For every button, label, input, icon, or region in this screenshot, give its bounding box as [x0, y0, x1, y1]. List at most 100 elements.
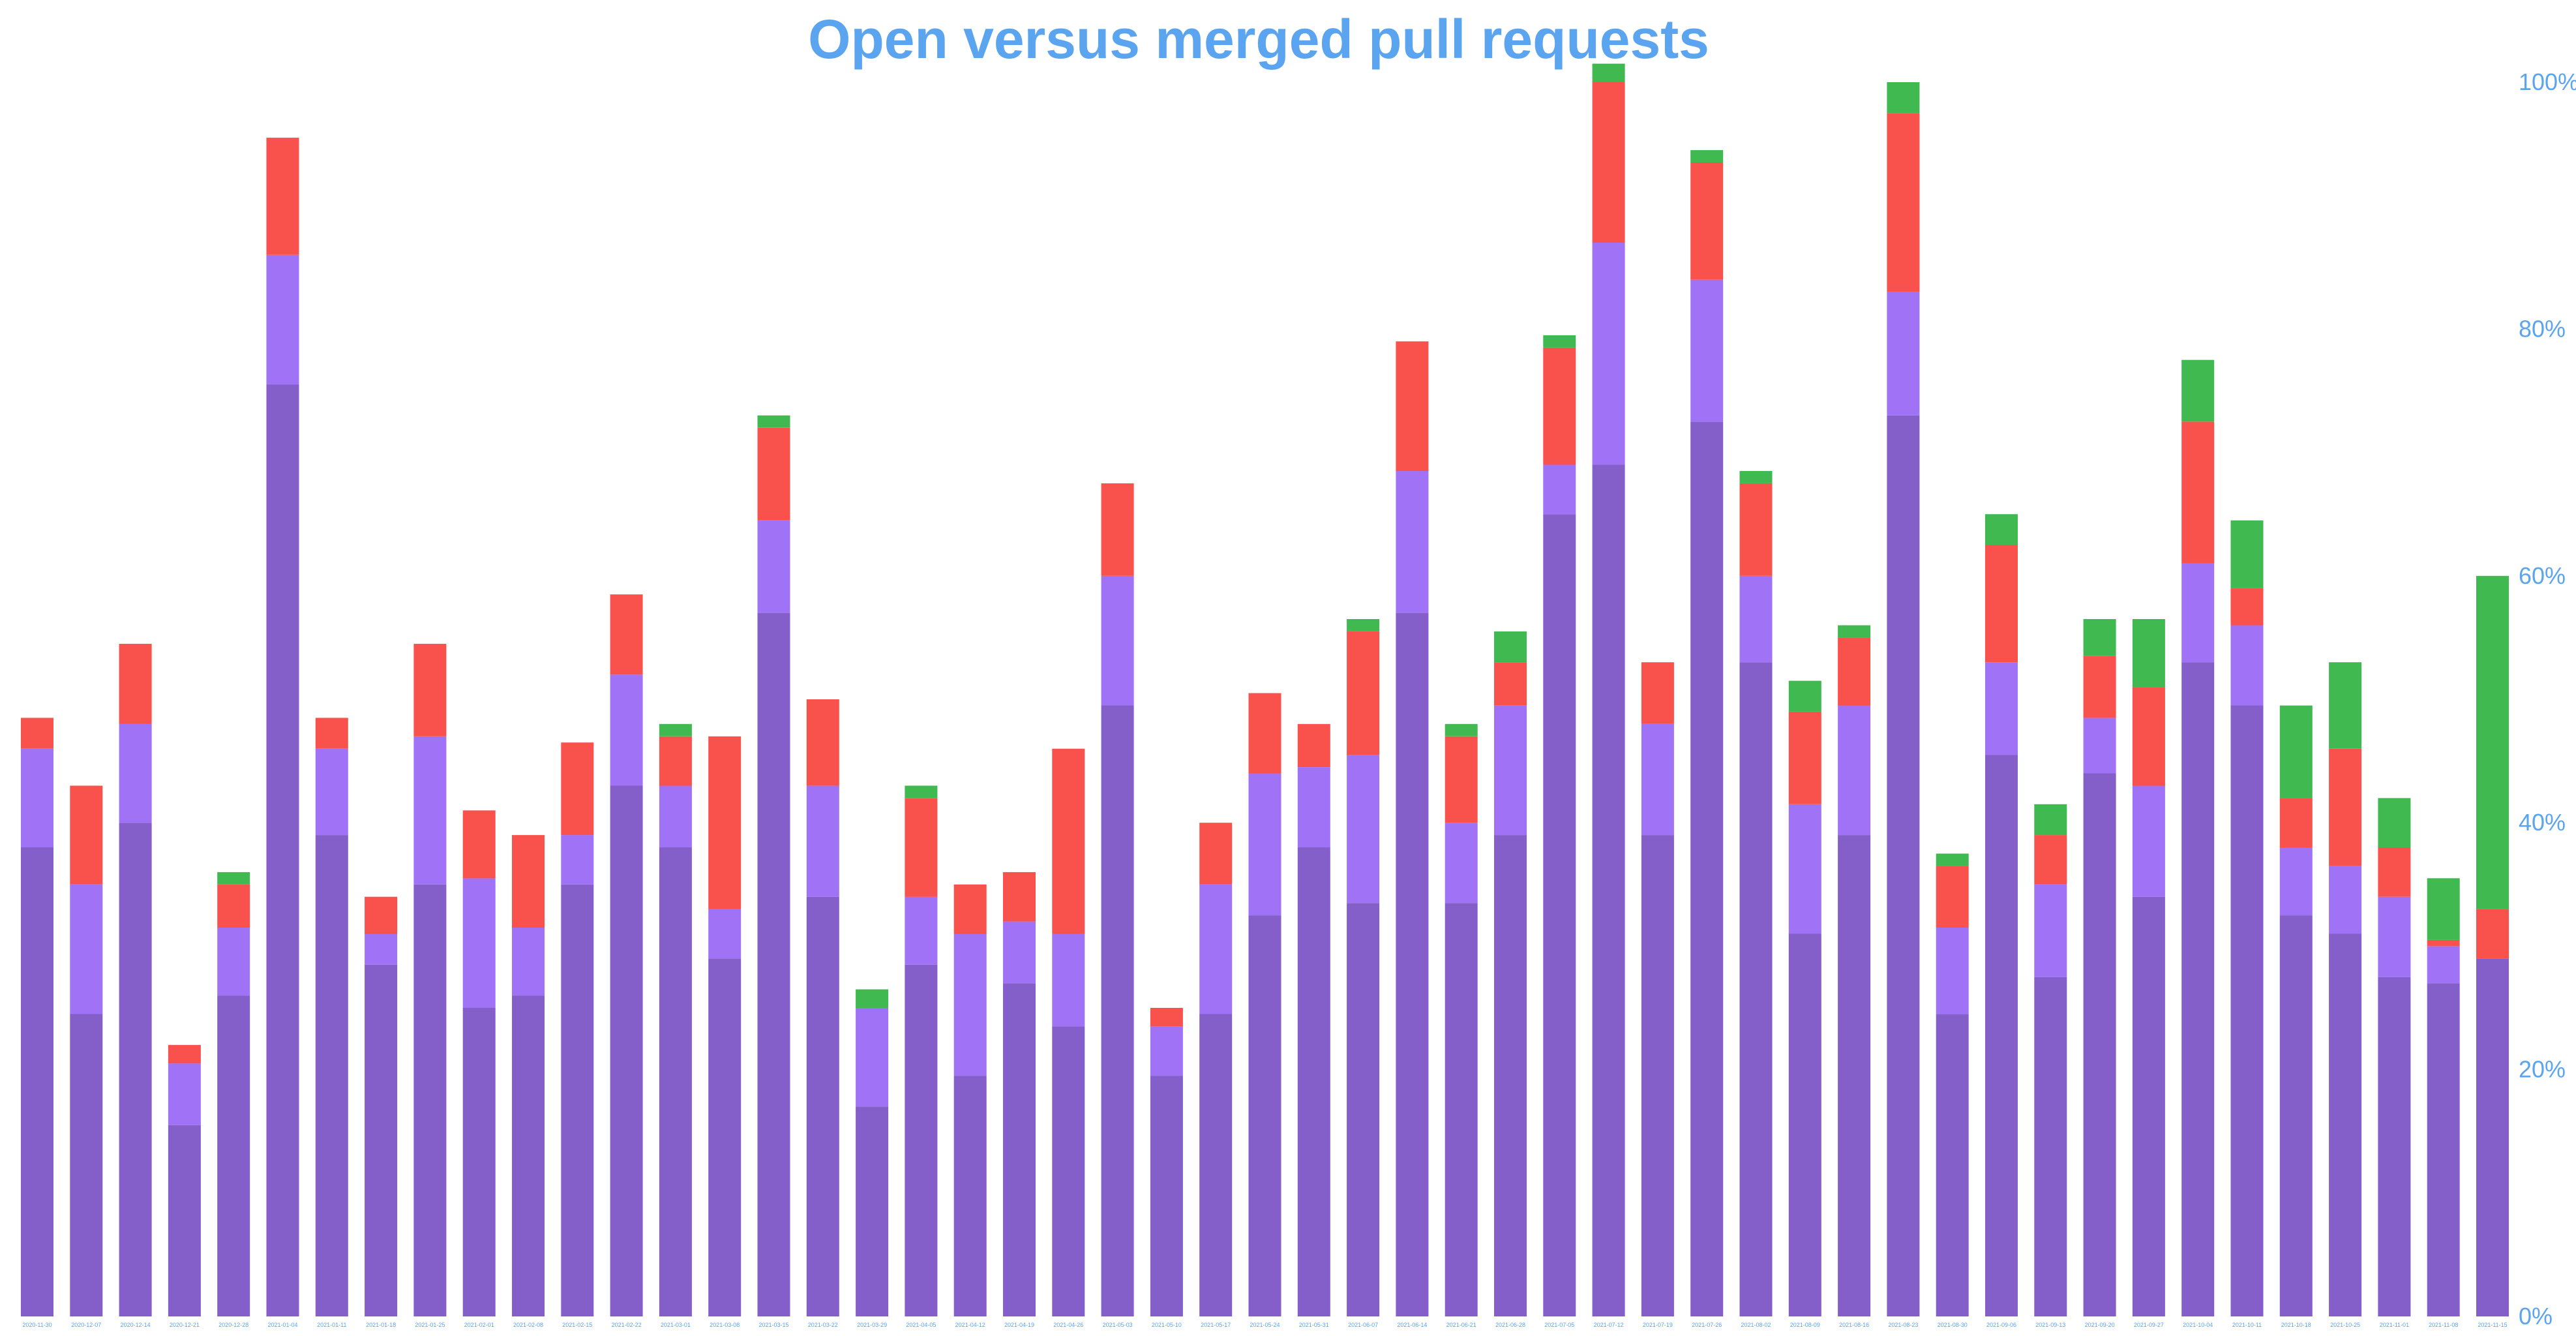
- x-tick-label: 2021-10-04: [2183, 1322, 2213, 1328]
- bar-segment-2021-01-04-s0: [266, 384, 299, 1316]
- x-tick-label: 2021-02-08: [513, 1322, 543, 1328]
- bar-segment-2021-08-02-s3: [1739, 471, 1773, 483]
- bar-segment-2021-08-30-s3: [1936, 853, 1969, 866]
- x-tick-label: 2021-09-20: [2085, 1322, 2115, 1328]
- bar-segment-2020-12-28-s3: [217, 872, 250, 885]
- bar-segment-2021-07-19-s2: [1641, 662, 1674, 724]
- bar-segment-2021-01-11-s1: [315, 748, 348, 836]
- bar-segment-2021-08-09-s2: [1788, 711, 1821, 804]
- bar-segment-2020-11-30-s2: [21, 718, 53, 749]
- bar-segment-2021-04-19-s0: [1003, 983, 1036, 1316]
- x-tick-label: 2021-07-12: [1594, 1322, 1624, 1328]
- bar-segment-2021-05-03-s2: [1101, 483, 1134, 576]
- bar-segment-2020-12-28-s2: [217, 884, 250, 928]
- x-tick-label: 2021-08-16: [1839, 1322, 1869, 1328]
- bar-segment-2021-06-07-s1: [1347, 755, 1380, 903]
- x-tick-label: 2021-08-30: [1938, 1322, 1968, 1328]
- bar-segment-2021-05-31-s2: [1297, 723, 1330, 767]
- x-tick-label: 2021-09-27: [2134, 1322, 2164, 1328]
- bar-segment-2021-06-07-s2: [1347, 631, 1380, 755]
- x-tick-label: 2021-02-22: [612, 1322, 642, 1328]
- bar-group: [21, 63, 2509, 1317]
- bar-segment-2021-09-27-s2: [2132, 687, 2165, 786]
- x-tick-label: 2021-06-21: [1446, 1322, 1476, 1328]
- bar-segment-2021-04-12-s2: [953, 884, 987, 934]
- bar-segment-2021-10-11-s1: [2230, 625, 2264, 706]
- bar-segment-2021-10-04-s0: [2181, 662, 2215, 1316]
- bar-segment-2021-09-13-s3: [2034, 804, 2067, 836]
- bar-segment-2021-07-26-s1: [1690, 279, 1724, 422]
- x-tick-label: 2021-11-08: [2429, 1322, 2458, 1328]
- bar-segment-2021-03-01-s3: [659, 723, 692, 736]
- bar-segment-2021-08-16-s1: [1838, 705, 1871, 836]
- bar-segment-2021-11-01-s2: [2378, 847, 2411, 897]
- bar-segment-2021-09-06-s1: [1985, 662, 2018, 755]
- bar-segment-2021-01-18-s1: [365, 934, 398, 965]
- bar-segment-2021-03-29-s0: [856, 1106, 889, 1316]
- x-axis: 2020-11-30 2020-12-07 2020-12-14 2020-12-21…: [22, 1322, 2507, 1328]
- x-tick-label: 2021-03-08: [710, 1322, 740, 1328]
- bar-segment-2021-07-05-s2: [1543, 347, 1576, 465]
- bar-segment-2020-12-07-s0: [70, 1014, 103, 1316]
- bar-segment-2021-01-25-s1: [413, 736, 447, 885]
- bar-segment-2021-11-08-s2: [2427, 939, 2460, 947]
- bar-segment-2021-06-14-s0: [1396, 613, 1429, 1316]
- bar-segment-2021-07-26-s0: [1690, 421, 1724, 1316]
- bar-segment-2020-12-21-s2: [168, 1044, 201, 1064]
- bar-segment-2021-04-12-s0: [953, 1076, 987, 1316]
- bar-segment-2021-08-30-s1: [1936, 928, 1969, 1014]
- bar-segment-2021-05-31-s0: [1297, 847, 1330, 1316]
- bar-segment-2021-09-27-s3: [2132, 619, 2165, 688]
- x-tick-label: 2021-07-19: [1643, 1322, 1673, 1328]
- bar-segment-2021-08-09-s3: [1788, 680, 1821, 712]
- x-tick-label: 2021-05-10: [1152, 1322, 1182, 1328]
- bar-segment-2021-08-02-s1: [1739, 575, 1773, 663]
- x-tick-label: 2020-11-30: [22, 1322, 52, 1328]
- bar-segment-2021-07-19-s1: [1641, 723, 1674, 836]
- x-tick-label: 2021-09-13: [2035, 1322, 2065, 1328]
- bar-segment-2021-02-22-s0: [610, 785, 643, 1316]
- x-tick-label: 2021-07-26: [1692, 1322, 1722, 1328]
- bar-segment-2021-06-14-s2: [1396, 341, 1429, 471]
- bar-segment-2021-08-16-s0: [1838, 835, 1871, 1316]
- bar-segment-2021-06-07-s0: [1347, 903, 1380, 1316]
- bar-segment-2021-07-12-s3: [1592, 63, 1625, 82]
- x-tick-label: 2021-03-29: [857, 1322, 887, 1328]
- x-tick-label: 2021-02-01: [464, 1322, 494, 1328]
- y-axis: 0% 20% 40% 60% 80% 100%: [2519, 68, 2576, 1329]
- bar-segment-2021-10-25-s3: [2329, 662, 2362, 749]
- chart-title: Open versus merged pull requests: [808, 8, 1709, 70]
- bar-segment-2021-10-11-s0: [2230, 705, 2264, 1316]
- bar-segment-2021-09-06-s2: [1985, 545, 2018, 663]
- bar-segment-2021-08-16-s3: [1838, 625, 1871, 638]
- bar-segment-2021-09-20-s3: [2083, 619, 2116, 656]
- bar-segment-2021-03-15-s0: [757, 613, 790, 1316]
- bar-segment-2021-10-11-s2: [2230, 588, 2264, 626]
- bar-segment-2021-02-01-s2: [462, 810, 496, 879]
- bar-segment-2021-05-17-s2: [1199, 823, 1233, 885]
- bar-segment-2021-06-07-s3: [1347, 619, 1380, 631]
- bar-segment-2020-12-14-s1: [119, 723, 152, 823]
- y-tick-label: 80%: [2519, 315, 2566, 342]
- x-tick-label: 2021-06-14: [1397, 1322, 1427, 1328]
- bar-segment-2021-10-18-s1: [2279, 847, 2313, 916]
- bar-segment-2021-06-14-s1: [1396, 471, 1429, 613]
- bar-segment-2021-10-25-s1: [2329, 866, 2362, 934]
- bar-segment-2021-04-26-s2: [1052, 748, 1085, 934]
- bar-segment-2020-12-14-s2: [119, 643, 152, 724]
- bar-segment-2021-02-01-s1: [462, 878, 496, 1008]
- x-tick-label: 2021-04-05: [906, 1322, 936, 1328]
- y-tick-label: 20%: [2519, 1056, 2566, 1083]
- bar-segment-2020-12-07-s1: [70, 884, 103, 1014]
- bar-segment-2021-08-30-s2: [1936, 866, 1969, 928]
- bar-segment-2021-02-15-s2: [561, 742, 594, 836]
- bar-segment-2021-05-10-s1: [1150, 1026, 1183, 1076]
- bar-segment-2021-02-08-s0: [512, 995, 545, 1316]
- bar-segment-2021-01-25-s2: [413, 643, 447, 736]
- bar-segment-2021-03-15-s2: [757, 427, 790, 521]
- bar-segment-2021-11-08-s0: [2427, 983, 2460, 1316]
- bar-segment-2020-12-14-s0: [119, 823, 152, 1316]
- bar-segment-2021-08-23-s3: [1887, 82, 1920, 114]
- bar-segment-2021-03-22-s2: [806, 699, 839, 786]
- x-tick-label: 2021-04-19: [1004, 1322, 1034, 1328]
